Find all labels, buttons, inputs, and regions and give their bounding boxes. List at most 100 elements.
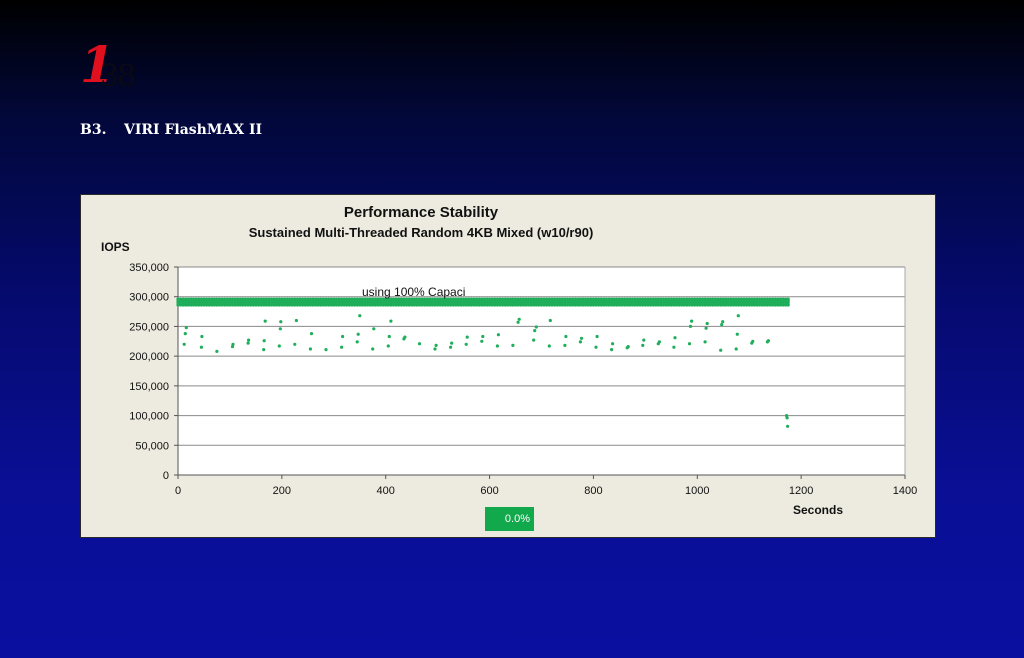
data-point [721, 303, 725, 307]
data-point [516, 303, 520, 307]
data-point [485, 303, 489, 307]
data-point [763, 297, 767, 301]
data-point-outlier [547, 344, 551, 348]
data-point [493, 297, 497, 301]
data-point [594, 297, 598, 301]
data-point-outlier [532, 338, 536, 342]
data-point [236, 303, 240, 307]
data-point [340, 303, 344, 307]
data-point [599, 303, 603, 307]
data-point [420, 303, 424, 307]
data-point [280, 297, 284, 301]
data-point [329, 303, 333, 307]
data-point [249, 297, 253, 301]
data-point [386, 297, 390, 301]
data-point [316, 303, 320, 307]
data-point [568, 303, 572, 307]
data-point [713, 297, 718, 301]
data-point [690, 303, 694, 307]
data-point [778, 303, 783, 307]
data-point [441, 297, 445, 301]
data-point [376, 303, 380, 307]
data-point [288, 303, 292, 307]
data-point [269, 297, 274, 301]
data-point [449, 303, 453, 307]
data-point [308, 297, 312, 301]
data-point [773, 303, 777, 307]
data-point-outlier [563, 343, 567, 347]
data-point [228, 297, 232, 301]
data-point [480, 303, 484, 307]
data-point [615, 303, 619, 307]
logo-mark: 38 [100, 59, 136, 94]
data-point [498, 303, 502, 307]
data-point [742, 303, 746, 307]
data-point-outlier [464, 342, 468, 346]
data-point [493, 303, 497, 307]
data-point [298, 303, 302, 307]
data-point [781, 303, 785, 307]
data-point [565, 297, 570, 301]
data-point [179, 303, 183, 307]
data-point-outlier [517, 317, 521, 321]
data-point [781, 297, 785, 301]
data-point-outlier [721, 320, 725, 324]
data-point-outlier [262, 339, 266, 343]
data-point [441, 303, 445, 307]
data-point [773, 297, 777, 301]
data-point [482, 303, 486, 307]
data-point [542, 297, 546, 301]
data-point [321, 297, 325, 301]
data-point [350, 297, 354, 301]
data-point [786, 297, 790, 301]
data-point [641, 303, 645, 307]
data-point [345, 297, 349, 301]
data-point [729, 297, 733, 301]
data-point [285, 303, 289, 307]
data-point-outlier [533, 329, 537, 333]
data-point-outlier [183, 332, 187, 336]
data-point [256, 303, 261, 307]
data-point [373, 297, 377, 301]
data-point [571, 303, 575, 307]
data-point [760, 303, 764, 307]
logo-numeral: 1 [80, 35, 115, 94]
data-point-outlier [719, 348, 723, 352]
data-point-outlier [736, 314, 740, 318]
data-point [347, 303, 351, 307]
data-point [230, 303, 235, 307]
data-point [630, 303, 635, 307]
data-point [511, 297, 515, 301]
data-point [391, 303, 396, 307]
data-point [667, 303, 671, 307]
data-point [246, 303, 250, 307]
data-point [674, 297, 679, 301]
data-point [602, 297, 606, 301]
data-point [371, 303, 375, 307]
data-point-outlier [184, 326, 188, 330]
data-point [648, 303, 653, 307]
data-point [381, 303, 385, 307]
data-point [573, 303, 577, 307]
data-point [389, 303, 393, 307]
data-point [547, 303, 551, 307]
data-point [368, 303, 372, 307]
data-point [729, 303, 733, 307]
data-point [477, 303, 481, 307]
status-box: 0.0% [485, 507, 534, 531]
data-point [449, 297, 453, 301]
data-point [703, 297, 707, 301]
data-point [293, 303, 297, 307]
section-number: B3. [80, 122, 107, 138]
data-point-outlier [403, 335, 407, 339]
data-point [706, 297, 710, 301]
data-point [513, 297, 518, 301]
data-point [316, 297, 320, 301]
data-point [334, 303, 338, 307]
data-point [563, 297, 567, 301]
data-point-outlier [786, 424, 790, 428]
data-point [262, 303, 266, 307]
data-point [327, 303, 331, 307]
data-point [636, 303, 640, 307]
data-point [192, 297, 196, 301]
